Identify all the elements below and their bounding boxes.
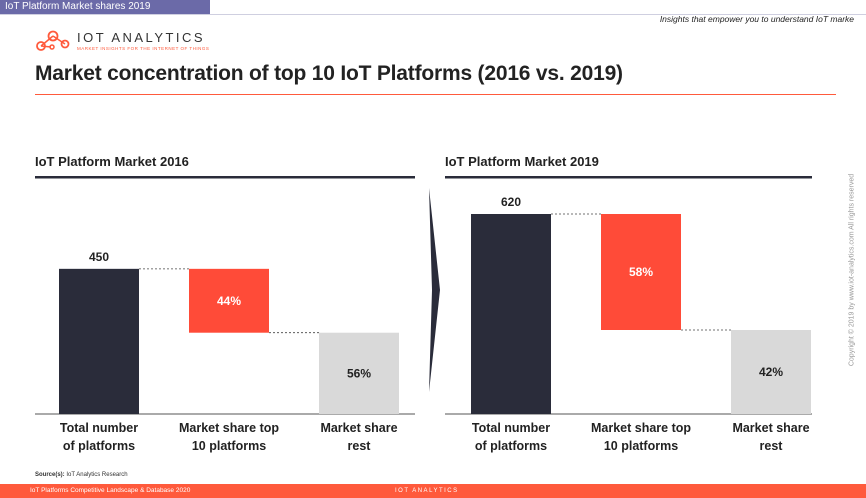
value-label-1-0: 620: [501, 195, 521, 209]
category-label-0-2-0: Market share: [320, 421, 397, 435]
value-label-0-2: 56%: [347, 366, 371, 380]
logo-name: IOT ANALYTICS: [77, 29, 206, 45]
value-label-1-2: 42%: [759, 365, 783, 379]
panel-title-0: IoT Platform Market 2016: [35, 154, 189, 169]
bar-1-2: [731, 330, 811, 414]
tagline: Insights that empower you to understand …: [659, 14, 854, 24]
value-label-0-1: 44%: [217, 294, 241, 308]
side-copyright: Copyright © 2019 by www.iot-analytics.co…: [848, 173, 856, 367]
title-rule: [35, 94, 836, 95]
value-label-0-0: 450: [89, 250, 109, 264]
panel-rule-1: [445, 176, 812, 179]
category-label-1-0-1: of platforms: [475, 439, 547, 453]
separator-arrow-icon: [429, 188, 440, 392]
bar-0-2: [319, 332, 399, 414]
bar-1-1: [601, 214, 681, 330]
footer-bar: IoT Platforms Competitive Landscape & Da…: [0, 484, 866, 498]
slide-tab: IoT Platform Market shares 2019: [0, 0, 210, 14]
bar-0-1: [189, 268, 269, 333]
category-label-1-2-0: Market share: [732, 421, 809, 435]
category-label-0-1-0: Market share top: [179, 421, 279, 435]
category-label-0-1-1: 10 platforms: [192, 439, 266, 453]
category-label-1-1-1: 10 platforms: [604, 439, 678, 453]
panel-rule-0: [35, 176, 415, 179]
iot-analytics-logo: IOT ANALYTICS MARKET INSIGHTS FOR THE IN…: [35, 28, 209, 52]
category-label-1-2-1: rest: [760, 439, 784, 453]
category-label-1-0-0: Total number: [472, 421, 550, 435]
panel-title-1: IoT Platform Market 2019: [445, 154, 599, 169]
footer-text: IoT Platforms Competitive Landscape & Da…: [30, 487, 191, 494]
category-label-0-2-1: rest: [348, 439, 372, 453]
logo-subtitle: MARKET INSIGHTS FOR THE INTERNET OF THIN…: [77, 45, 210, 51]
category-label-0-0-0: Total number: [60, 421, 138, 435]
bar-0-0: [59, 268, 139, 414]
molecule-logo-icon: [36, 30, 70, 51]
category-label-0-0-1: of platforms: [63, 439, 135, 453]
category-label-1-1-0: Market share top: [591, 421, 691, 435]
bar-1-0: [471, 214, 551, 414]
source-note: Source(s): IoT Analytics Research: [35, 472, 128, 478]
value-label-1-1: 58%: [629, 265, 653, 279]
top-rule: [0, 14, 866, 15]
footer-logo: IOT ANALYTICS: [395, 488, 459, 494]
page-title: Market concentration of top 10 IoT Platf…: [35, 62, 623, 85]
